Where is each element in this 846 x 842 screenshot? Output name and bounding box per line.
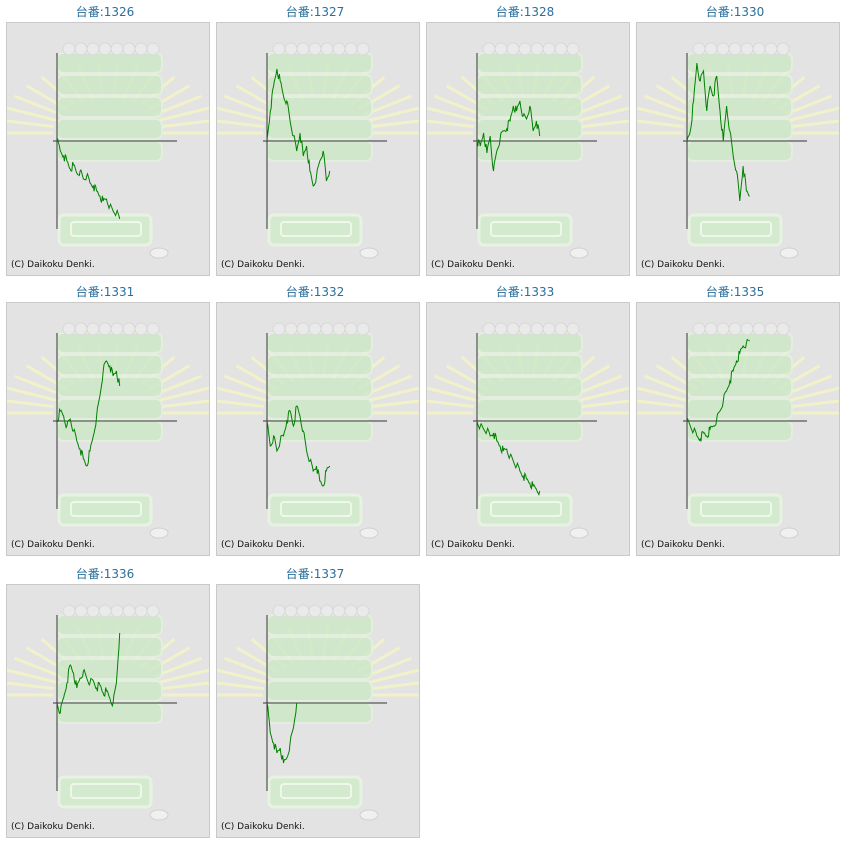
machine-number-link[interactable]: 台番:1326 [75,5,135,19]
series-line [266,405,331,487]
slump-graph: (C) Daikoku Denki. [216,22,420,276]
copyright-text: (C) Daikoku Denki. [11,260,95,270]
series-line [56,360,121,467]
machine-number-link[interactable]: 台番:1331 [75,285,135,299]
graph-svg [637,23,839,275]
machine-number-link[interactable]: 台番:1330 [705,5,765,19]
graph-svg [427,303,629,555]
copyright-text: (C) Daikoku Denki. [641,260,725,270]
machine-number-link[interactable]: 台番:1332 [285,285,345,299]
graph-svg [427,23,629,275]
graph-svg [217,23,419,275]
series-line [476,100,541,172]
copyright-text: (C) Daikoku Denki. [431,260,515,270]
series-line [476,420,541,496]
series-line [56,632,121,715]
slump-graph: (C) Daikoku Denki. [426,22,630,276]
graph-svg [637,303,839,555]
slump-graph: (C) Daikoku Denki. [636,22,840,276]
machine-number-link[interactable]: 台番:1328 [495,5,555,19]
slump-graph: (C) Daikoku Denki. [216,584,420,838]
copyright-text: (C) Daikoku Denki. [641,540,725,550]
machine-number-link[interactable]: 台番:1327 [285,5,345,19]
graph-svg [217,303,419,555]
copyright-text: (C) Daikoku Denki. [11,540,95,550]
slump-graph: (C) Daikoku Denki. [6,22,210,276]
machine-number-link[interactable]: 台番:1336 [75,567,135,581]
copyright-text: (C) Daikoku Denki. [431,540,515,550]
machine-number-link[interactable]: 台番:1333 [495,285,555,299]
series-line [686,62,750,202]
copyright-text: (C) Daikoku Denki. [221,260,305,270]
copyright-text: (C) Daikoku Denki. [11,822,95,832]
slump-graph: (C) Daikoku Denki. [636,302,840,556]
slump-graph: (C) Daikoku Denki. [6,302,210,556]
graph-svg [7,303,209,555]
series-line [266,702,298,764]
graph-svg [217,585,419,837]
copyright-text: (C) Daikoku Denki. [221,540,305,550]
machine-number-link[interactable]: 台番:1335 [705,285,765,299]
series-line [266,68,331,187]
slump-graph: (C) Daikoku Denki. [6,584,210,838]
graph-svg [7,23,209,275]
slump-graph: (C) Daikoku Denki. [426,302,630,556]
graph-svg [7,585,209,837]
copyright-text: (C) Daikoku Denki. [221,822,305,832]
series-line [56,138,121,220]
slump-graph: (C) Daikoku Denki. [216,302,420,556]
series-line [686,338,750,442]
machine-number-link[interactable]: 台番:1337 [285,567,345,581]
